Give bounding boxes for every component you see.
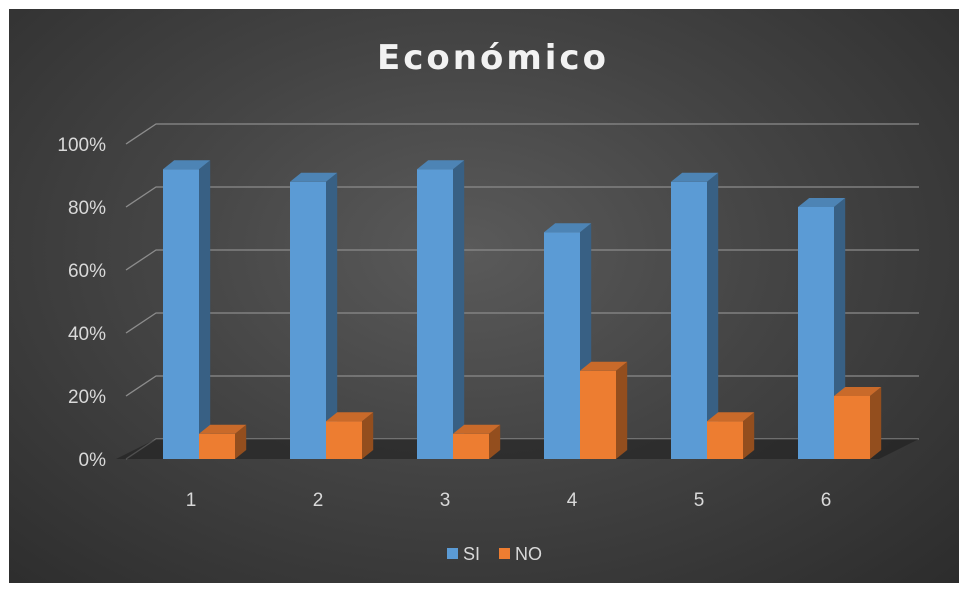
bar-no-6 (834, 387, 882, 459)
legend: SI NO (447, 544, 542, 564)
legend-label-no: NO (515, 544, 542, 564)
y-tick-label: 0% (79, 450, 107, 471)
bar-si-2 (290, 172, 338, 460)
y-tick-label: 60% (68, 261, 106, 282)
y-axis-ticks: 0% 20% 40% 60% 80% 100% (57, 135, 106, 471)
gridline (125, 123, 919, 145)
y-tick-label: 100% (57, 135, 106, 156)
x-axis-ticks: 1 2 3 4 5 6 (186, 490, 832, 511)
y-tick-label: 40% (68, 324, 106, 345)
gridline (125, 249, 919, 271)
y-tick-label: 80% (68, 198, 106, 219)
bar-no-4 (580, 361, 628, 459)
y-tick-label: 20% (68, 387, 106, 408)
chart-frame: 0% 20% 40% 60% 80% 100% 1 2 3 4 5 6 Económico SI N… (9, 9, 959, 583)
bar-no-5 (707, 412, 755, 459)
x-tick-label: 2 (313, 490, 324, 511)
gridline (125, 375, 919, 397)
legend-label-si: SI (463, 544, 480, 564)
bar-no-1 (199, 424, 247, 459)
bar-si-1 (163, 160, 211, 459)
bar-si-5 (671, 172, 719, 460)
bars (163, 160, 882, 460)
bar-no-2 (326, 412, 374, 459)
legend-swatch-no (499, 548, 510, 559)
x-tick-label: 3 (440, 490, 451, 511)
x-tick-label: 4 (567, 490, 578, 511)
bar-si-4 (544, 223, 592, 459)
legend-swatch-si (447, 548, 458, 559)
gridline (125, 186, 919, 208)
bar-si-3 (417, 160, 465, 459)
chart-canvas: 0% 20% 40% 60% 80% 100% 1 2 3 4 5 6 Económico SI N… (57, 38, 919, 564)
x-tick-label: 1 (186, 490, 197, 511)
bar-si-6 (798, 198, 846, 459)
bar-no-3 (453, 424, 501, 459)
chart-title: Económico (377, 38, 609, 78)
gridline (125, 312, 919, 334)
x-tick-label: 5 (694, 490, 705, 511)
x-tick-label: 6 (821, 490, 832, 511)
